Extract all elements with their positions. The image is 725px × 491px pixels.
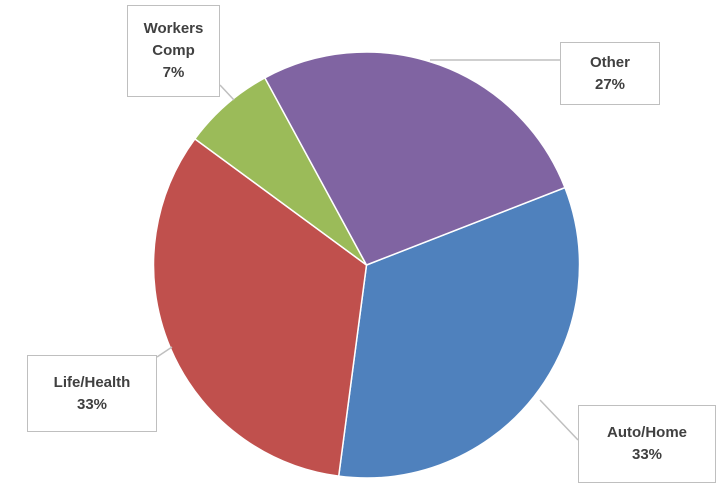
value-label: 33% xyxy=(76,395,108,413)
leader-line xyxy=(156,346,173,358)
value-label: 33% xyxy=(631,446,663,463)
data-label: Workers Comp 7% xyxy=(127,5,220,97)
leader-line xyxy=(219,84,235,101)
data-label: Auto/Home 33% xyxy=(578,405,716,483)
category-label: Life/Health xyxy=(53,373,131,391)
pie-slice xyxy=(263,51,566,266)
value-label: 27% xyxy=(594,75,626,93)
value-label: 7% xyxy=(162,64,185,81)
data-label: Life/Health 33% xyxy=(27,355,157,432)
pie-slice xyxy=(337,186,581,479)
data-label: Other 27% xyxy=(560,42,660,105)
category-label: Auto/Home xyxy=(607,424,687,441)
category-label: Workers Comp xyxy=(143,20,204,59)
category-label: Other xyxy=(589,53,630,71)
leader-line xyxy=(539,399,579,441)
